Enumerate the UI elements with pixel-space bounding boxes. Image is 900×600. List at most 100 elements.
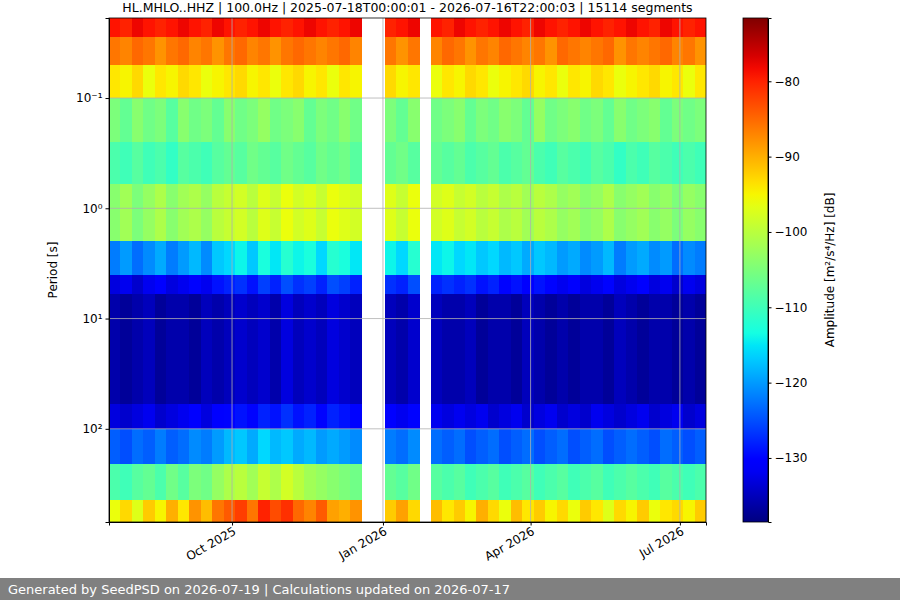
tick-mark bbox=[768, 307, 772, 308]
heatmap-cell bbox=[247, 404, 259, 429]
heatmap-cell bbox=[568, 500, 580, 522]
heatmap-cell bbox=[580, 464, 592, 500]
heatmap-cell bbox=[316, 37, 328, 65]
heatmap-cell bbox=[385, 65, 397, 99]
heatmap-cell bbox=[339, 184, 351, 242]
heatmap-cell bbox=[109, 142, 121, 184]
heatmap-cell bbox=[476, 241, 488, 275]
heatmap-cell bbox=[304, 18, 316, 38]
tick-mark bbox=[106, 98, 110, 99]
heatmap-cell bbox=[499, 275, 511, 295]
heatmap-cell bbox=[166, 37, 178, 65]
heatmap-cell bbox=[591, 429, 603, 465]
heatmap-cell bbox=[304, 65, 316, 99]
tick-label: 10¹ bbox=[82, 312, 102, 326]
heatmap-cell bbox=[178, 37, 190, 65]
tick: −100 bbox=[768, 225, 807, 239]
heatmap-cell bbox=[614, 404, 626, 429]
heatmap-cell bbox=[511, 275, 523, 295]
heatmap-cell bbox=[545, 464, 557, 500]
heatmap-cell bbox=[626, 500, 638, 522]
heatmap-cell bbox=[534, 184, 546, 242]
heatmap-cell bbox=[143, 98, 155, 142]
heatmap-cell bbox=[201, 142, 213, 184]
axis-line bbox=[110, 523, 707, 526]
heatmap-cell bbox=[408, 142, 420, 184]
heatmap-cell bbox=[235, 18, 247, 38]
heatmap-cell bbox=[672, 404, 684, 429]
heatmap-cell bbox=[132, 98, 144, 142]
heatmap-cell bbox=[557, 98, 569, 142]
tick-label: Jan 2026 bbox=[336, 524, 390, 563]
heatmap-cell bbox=[568, 294, 580, 405]
heatmap-cell bbox=[281, 464, 293, 500]
heatmap-cell bbox=[683, 98, 695, 142]
grid-line bbox=[109, 208, 706, 209]
heatmap-cell bbox=[442, 18, 454, 38]
heatmap-cell bbox=[109, 98, 121, 142]
heatmap-cell bbox=[672, 241, 684, 275]
heatmap-cell bbox=[660, 294, 672, 405]
heatmap-cell bbox=[224, 142, 236, 184]
heatmap-cell bbox=[695, 241, 706, 275]
heatmap-cell bbox=[557, 18, 569, 38]
heatmap-cell bbox=[247, 429, 259, 465]
heatmap-cell bbox=[247, 241, 259, 275]
heatmap-cell bbox=[143, 65, 155, 99]
heatmap-cell bbox=[304, 98, 316, 142]
heatmap-cell bbox=[580, 275, 592, 295]
heatmap-cell bbox=[637, 464, 649, 500]
heatmap-cell bbox=[385, 429, 397, 465]
heatmap-cell bbox=[442, 65, 454, 99]
heatmap-cell bbox=[511, 464, 523, 500]
heatmap-cell bbox=[672, 18, 684, 38]
tick-mark bbox=[383, 522, 384, 526]
heatmap-cell bbox=[224, 65, 236, 99]
heatmap-cell bbox=[511, 18, 523, 38]
heatmap-cell bbox=[557, 142, 569, 184]
tick: 10¹ bbox=[82, 312, 109, 326]
heatmap-cell bbox=[327, 18, 339, 38]
heatmap-cell bbox=[201, 184, 213, 242]
heatmap-cell bbox=[178, 142, 190, 184]
footer-bar bbox=[0, 578, 900, 600]
heatmap-cell bbox=[396, 294, 408, 405]
heatmap-cell bbox=[626, 98, 638, 142]
heatmap-cell bbox=[534, 37, 546, 65]
heatmap-cell bbox=[258, 184, 270, 242]
heatmap-cell bbox=[683, 404, 695, 429]
heatmap-cell bbox=[568, 241, 580, 275]
heatmap-cell bbox=[431, 98, 443, 142]
heatmap-cell bbox=[557, 404, 569, 429]
heatmap-cell bbox=[132, 184, 144, 242]
heatmap-cell bbox=[132, 241, 144, 275]
heatmap-cell bbox=[189, 18, 201, 38]
heatmap-cell bbox=[591, 184, 603, 242]
heatmap-cell bbox=[591, 142, 603, 184]
heatmap-cell bbox=[120, 65, 132, 99]
heatmap-cell bbox=[316, 500, 328, 522]
heatmap-cell bbox=[672, 98, 684, 142]
heatmap-cell bbox=[637, 275, 649, 295]
heatmap-cell bbox=[454, 98, 466, 142]
heatmap-cell bbox=[189, 404, 201, 429]
heatmap-cell bbox=[580, 429, 592, 465]
heatmap-cell bbox=[132, 37, 144, 65]
heatmap-cell bbox=[614, 500, 626, 522]
grid-line bbox=[530, 18, 531, 522]
heatmap-cell bbox=[143, 142, 155, 184]
heatmap-cell bbox=[465, 294, 477, 405]
heatmap-cell bbox=[224, 18, 236, 38]
heatmap-cell bbox=[614, 294, 626, 405]
heatmap-cell bbox=[120, 142, 132, 184]
heatmap-cell bbox=[258, 142, 270, 184]
heatmap-cell bbox=[488, 404, 500, 429]
heatmap-cell bbox=[660, 37, 672, 65]
heatmap-cell bbox=[454, 464, 466, 500]
heatmap-cell bbox=[247, 65, 259, 99]
heatmap-cell bbox=[109, 37, 121, 65]
heatmap-cell bbox=[695, 65, 706, 99]
heatmap-cell bbox=[649, 241, 661, 275]
heatmap-cell bbox=[247, 464, 259, 500]
heatmap-cell bbox=[408, 98, 420, 142]
